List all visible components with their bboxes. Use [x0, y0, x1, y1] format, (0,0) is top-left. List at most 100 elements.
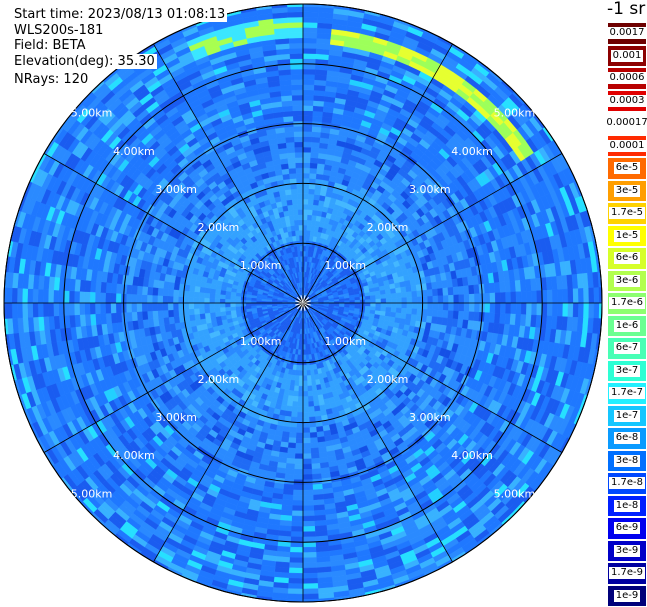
range-gate-cell	[458, 302, 465, 312]
range-gate-cell	[463, 302, 470, 312]
range-gate-cell	[293, 468, 304, 475]
range-gate-cell	[448, 294, 455, 304]
range-gate-cell	[437, 288, 444, 297]
range-gate-cell	[452, 286, 460, 296]
range-gate-cell	[494, 302, 501, 314]
range-gate-cell	[302, 141, 312, 148]
range-gate-cell	[463, 285, 470, 295]
range-gate-cell	[296, 411, 304, 418]
range-gate-cell	[309, 437, 318, 444]
range-gate-cell	[302, 510, 315, 517]
range-gate-cell	[515, 291, 522, 304]
range-gate-cell	[447, 310, 454, 320]
range-gate-cell	[284, 473, 295, 480]
range-gate-cell	[410, 284, 418, 292]
range-gate-cell	[292, 500, 304, 507]
range-gate-cell	[302, 110, 314, 117]
range-gate-cell	[302, 562, 318, 569]
range-gate-cell	[488, 312, 496, 324]
range-gate-cell	[288, 567, 304, 574]
range-gate-cell	[291, 515, 304, 522]
range-gate-cell	[411, 296, 418, 304]
range-gate-cell	[302, 162, 311, 169]
range-gate-cell	[344, 297, 350, 302]
range-gate-cell	[302, 131, 313, 138]
range-gate-cell	[593, 287, 600, 304]
range-gate-cell	[296, 416, 304, 423]
range-gate-cell	[302, 427, 311, 434]
range-gate-cell	[302, 53, 317, 60]
range-gate-cell	[292, 494, 304, 501]
range-gate-cell	[432, 302, 439, 311]
range-gate-cell	[287, 593, 304, 600]
range-gate-cell	[577, 302, 585, 318]
range-gate-cell	[302, 125, 313, 132]
range-gate-cell	[288, 432, 297, 439]
range-gate-cell	[302, 58, 317, 65]
range-gate-cell	[302, 32, 318, 39]
range-gate-cell	[384, 288, 392, 295]
range-gate-cell	[302, 526, 316, 533]
range-gate-cell	[463, 294, 470, 304]
range-gate-cell	[390, 288, 397, 295]
range-gate-cell	[401, 297, 408, 304]
range-gate-cell	[494, 312, 501, 324]
range-gate-cell	[311, 384, 318, 392]
range-gate-cell	[583, 287, 590, 304]
range-gate-cell	[311, 131, 322, 138]
range-gate-cell	[308, 188, 316, 195]
range-gate-cell	[307, 198, 315, 205]
range-gate-cell	[302, 84, 315, 91]
range-gate-cell	[282, 494, 294, 501]
range-gate-cell	[302, 474, 313, 481]
range-gate-cell	[463, 311, 470, 321]
range-gate-cell	[302, 463, 312, 470]
range-gate-cell	[294, 448, 304, 455]
range-gate-cell	[489, 302, 496, 314]
range-gate-cell	[349, 300, 356, 304]
range-gate-cell	[285, 463, 295, 470]
range-gate-cell	[286, 400, 293, 407]
range-gate-cell	[312, 483, 323, 491]
range-gate-cell	[302, 354, 307, 361]
range-gate-cell	[302, 401, 309, 408]
range-gate-cell	[302, 146, 312, 153]
range-gate-cell	[308, 406, 315, 413]
range-gate-cell	[307, 395, 314, 402]
range-gate-cell	[313, 100, 325, 107]
range-gate-cell	[365, 299, 371, 304]
range-gate-cell	[426, 289, 434, 297]
range-gate-cell	[291, 406, 298, 413]
range-gate-cell	[442, 287, 449, 296]
range-gate-cell	[285, 405, 293, 412]
range-gate-cell	[385, 298, 392, 304]
range-gate-cell	[453, 294, 460, 304]
range-gate-cell	[306, 219, 312, 226]
range-gate-cell	[448, 302, 455, 312]
range-gate-cell	[541, 289, 548, 304]
range-gate-cell	[468, 302, 475, 313]
range-gate-cell	[289, 552, 304, 559]
range-gate-cell	[302, 99, 314, 106]
range-gate-cell	[401, 291, 408, 299]
range-gate-cell	[312, 488, 324, 496]
range-gate-cell	[313, 400, 320, 407]
range-gate-cell	[298, 375, 304, 382]
range-gate-cell	[288, 437, 297, 444]
range-gate-cell	[442, 295, 449, 304]
range-gate-cell	[314, 410, 322, 418]
range-gate-cell	[468, 284, 475, 295]
range-gate-cell	[406, 308, 413, 315]
range-gate-cell	[526, 290, 533, 304]
range-gate-cell	[298, 370, 304, 377]
range-gate-cell	[292, 390, 299, 397]
range-gate-cell	[432, 288, 439, 297]
range-gate-cell	[489, 292, 496, 304]
range-gate-cell	[314, 188, 322, 196]
range-gate-cell	[401, 307, 408, 315]
range-gate-cell	[306, 369, 311, 376]
range-gate-cell	[302, 188, 310, 195]
range-gate-cell	[427, 295, 434, 304]
range-gate-cell	[290, 531, 304, 538]
